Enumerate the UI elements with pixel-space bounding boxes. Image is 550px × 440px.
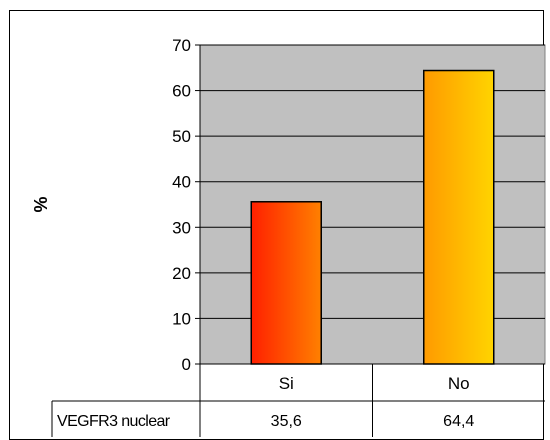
- y-tick-label: 50: [172, 127, 191, 146]
- y-tick-label: 30: [172, 218, 191, 237]
- data-table: Si 35,6 No 64,4 VEGFR3 nuclear: [51, 363, 545, 437]
- y-tick-label: 20: [172, 264, 191, 283]
- series-name: VEGFR3 nuclear: [57, 413, 171, 430]
- y-tick-label: 0: [182, 355, 191, 374]
- category-label-si: Si: [279, 374, 294, 393]
- data-label-si: 35,6: [271, 413, 302, 430]
- bar-no: [423, 69, 495, 365]
- y-tick-label: 70: [172, 36, 191, 55]
- bar-si: [250, 201, 322, 365]
- y-axis-ticks: 0 10 20 30 40 50 60 70: [172, 36, 201, 374]
- y-tick-label: 60: [172, 82, 191, 101]
- y-tick-label: 40: [172, 173, 191, 192]
- y-axis-label: %: [31, 196, 51, 212]
- y-tick-label: 10: [172, 309, 191, 328]
- data-label-no: 64,4: [443, 413, 474, 430]
- bars: [250, 69, 495, 365]
- category-label-no: No: [448, 374, 470, 393]
